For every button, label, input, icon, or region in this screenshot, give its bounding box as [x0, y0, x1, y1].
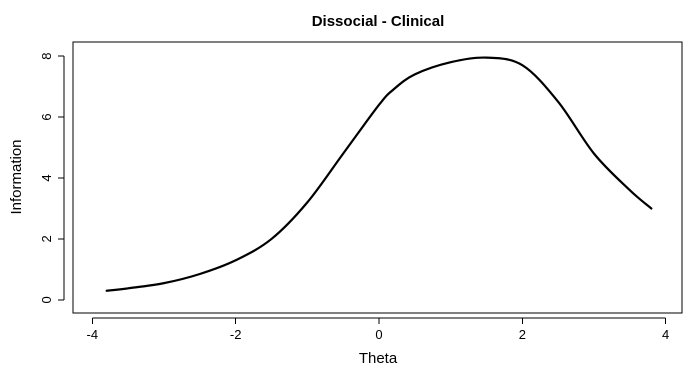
- x-tick-label: -2: [230, 327, 242, 342]
- x-axis: -4 -2 0 2 4: [87, 317, 669, 342]
- y-axis: 0 2 4 6 8: [39, 52, 65, 304]
- plot-frame: [72, 41, 683, 314]
- information-curve: [105, 56, 653, 292]
- y-tick-label: 4: [39, 174, 54, 181]
- x-tick-label: -4: [87, 327, 99, 342]
- x-tick-label: 2: [519, 327, 526, 342]
- chart-title: Dissocial - Clinical: [312, 13, 445, 30]
- y-axis-label: Information: [8, 139, 25, 214]
- x-axis-label: Theta: [359, 350, 398, 367]
- x-tick-label: 4: [662, 327, 669, 342]
- y-tick-label: 2: [39, 235, 54, 242]
- x-tick-label: 0: [375, 327, 382, 342]
- y-tick-label: 6: [39, 113, 54, 120]
- series-layer: [105, 56, 653, 292]
- y-tick-label: 0: [39, 296, 54, 303]
- y-tick-label: 8: [39, 52, 54, 59]
